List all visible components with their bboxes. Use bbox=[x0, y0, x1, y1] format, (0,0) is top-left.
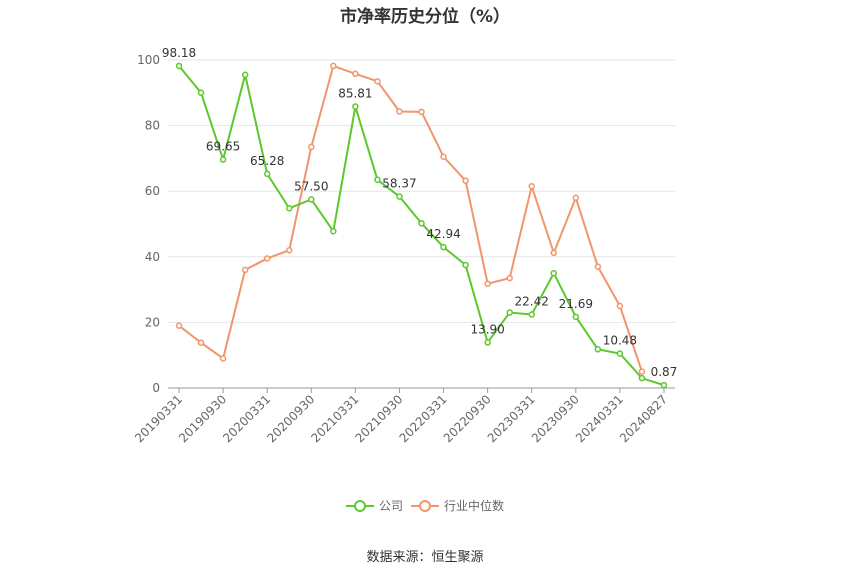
series-line-1 bbox=[178, 64, 643, 372]
x-tick-label: 20240827 bbox=[617, 392, 670, 445]
data-label: 0.87 bbox=[651, 365, 678, 379]
series-point-1 bbox=[638, 368, 646, 375]
series-point-0 bbox=[594, 346, 602, 353]
series-point-0 bbox=[440, 243, 447, 251]
data-label: 58.37 bbox=[382, 177, 416, 191]
series-point-0 bbox=[352, 103, 359, 110]
series-point-1 bbox=[352, 70, 359, 78]
series-point-0 bbox=[506, 309, 513, 316]
series-point-0 bbox=[263, 170, 271, 178]
series-point-1 bbox=[219, 355, 227, 362]
series-layer bbox=[175, 62, 668, 389]
series-point-0 bbox=[550, 269, 558, 277]
source-note: 数据来源：恒生聚源 bbox=[366, 550, 484, 565]
series-point-1 bbox=[572, 194, 580, 202]
series-point-0 bbox=[638, 374, 646, 382]
data-label: 69.65 bbox=[206, 140, 240, 154]
series-point-0 bbox=[418, 220, 425, 227]
series-point-0 bbox=[308, 196, 315, 203]
legend-item-1[interactable]: 行业中位数 bbox=[411, 497, 504, 514]
series-point-0 bbox=[374, 176, 381, 183]
series-point-1 bbox=[506, 274, 513, 282]
series-point-0 bbox=[396, 193, 403, 200]
data-label: 21.69 bbox=[559, 297, 593, 311]
legend: 公司 行业中位数 bbox=[0, 497, 850, 516]
series-point-0 bbox=[197, 89, 205, 97]
data-label: 85.81 bbox=[338, 87, 372, 101]
data-label: 65.28 bbox=[250, 154, 284, 168]
series-point-1 bbox=[175, 322, 183, 329]
series-point-1 bbox=[374, 78, 381, 85]
data-label-layer: 98.18 69.65 65.28 57.50 85.81 58.37 42.94 13.90… bbox=[162, 46, 677, 379]
series-point-1 bbox=[550, 249, 558, 257]
y-tick-label: 80 bbox=[145, 119, 160, 133]
legend-item-0[interactable]: 公司 bbox=[345, 497, 403, 514]
series-point-1 bbox=[263, 255, 271, 262]
series-point-1 bbox=[308, 143, 315, 151]
legend-marker-icon bbox=[411, 499, 439, 512]
series-point-1 bbox=[616, 302, 624, 310]
series-point-1 bbox=[396, 108, 403, 115]
series-point-0 bbox=[528, 311, 535, 318]
series-point-0 bbox=[285, 205, 293, 212]
series-point-0 bbox=[241, 71, 249, 79]
series-point-0 bbox=[572, 313, 580, 321]
series-point-1 bbox=[285, 246, 293, 254]
legend-label: 公司 bbox=[378, 499, 403, 513]
series-point-1 bbox=[241, 266, 249, 274]
data-label: 98.18 bbox=[162, 46, 196, 60]
series-point-0 bbox=[660, 381, 668, 389]
grid-layer bbox=[168, 59, 675, 323]
data-label: 10.48 bbox=[603, 334, 637, 348]
legend-marker-icon bbox=[345, 499, 374, 512]
y-tick-label: 100 bbox=[137, 53, 160, 67]
series-point-0 bbox=[219, 156, 227, 163]
data-label: 57.50 bbox=[294, 179, 328, 193]
series-point-1 bbox=[418, 108, 425, 116]
series-point-0 bbox=[616, 350, 624, 357]
series-point-1 bbox=[528, 183, 535, 190]
series-point-1 bbox=[462, 177, 469, 184]
series-point-0 bbox=[484, 339, 491, 346]
y-tick-label: 20 bbox=[145, 315, 160, 329]
series-point-1 bbox=[440, 153, 447, 161]
y-tick-label: 0 bbox=[152, 381, 160, 395]
series-point-0 bbox=[462, 261, 469, 269]
y-tick-label: 40 bbox=[145, 250, 160, 264]
data-label: 42.94 bbox=[426, 227, 460, 241]
legend-label: 行业中位数 bbox=[444, 499, 505, 513]
series-point-0 bbox=[175, 62, 183, 70]
data-label: 13.90 bbox=[470, 322, 504, 336]
series-point-1 bbox=[330, 62, 337, 70]
series-point-0 bbox=[330, 227, 337, 235]
data-label: 22.42 bbox=[515, 294, 549, 308]
series-point-1 bbox=[484, 280, 491, 287]
series-point-1 bbox=[594, 263, 602, 270]
y-tick-label: 60 bbox=[145, 184, 160, 198]
chart-title: 市净率历史分位（%） bbox=[339, 7, 511, 27]
series-point-1 bbox=[197, 339, 205, 346]
